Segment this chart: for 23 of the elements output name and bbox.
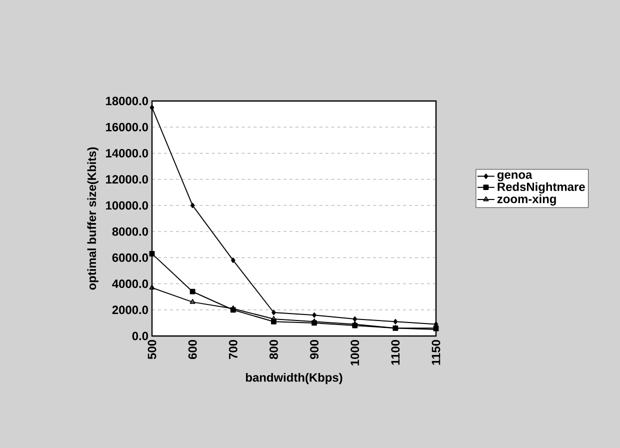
y-tick-label: 4000.0 (112, 280, 148, 288)
x-tick-label: 800 (269, 340, 278, 360)
legend-label: genoa (497, 172, 532, 182)
y-tick-label: 14000.0 (106, 148, 148, 158)
x-tick-label: 700 (228, 340, 238, 359)
y-tick-label: 12000.0 (106, 175, 148, 184)
y-tick-label: 18000.0 (106, 96, 148, 106)
x-tick-label: 1150 (432, 340, 440, 365)
legend-label: zoom-xing (497, 194, 556, 206)
y-tick-label: 6000.0 (112, 253, 148, 262)
x-tick-label: 1000 (350, 340, 360, 366)
y-tick-label: 8000.0 (112, 227, 148, 236)
x-tick-label: 1100 (391, 340, 400, 365)
x-axis-title: bandwidth(Kbps) (246, 372, 342, 384)
y-tick-label: 0.0 (132, 332, 148, 340)
y-axis-title: optimal buffer size(Kbits) (87, 147, 98, 290)
x-tick-label: 500 (148, 340, 156, 360)
y-tick-label: 16000.0 (106, 122, 148, 132)
legend-label: RedsNightmare (498, 182, 585, 194)
y-tick-label: 2000.0 (112, 306, 148, 314)
x-tick-label: 600 (188, 340, 197, 360)
x-tick-label: 900 (310, 340, 319, 360)
y-tick-label: 10000.0 (106, 201, 148, 210)
